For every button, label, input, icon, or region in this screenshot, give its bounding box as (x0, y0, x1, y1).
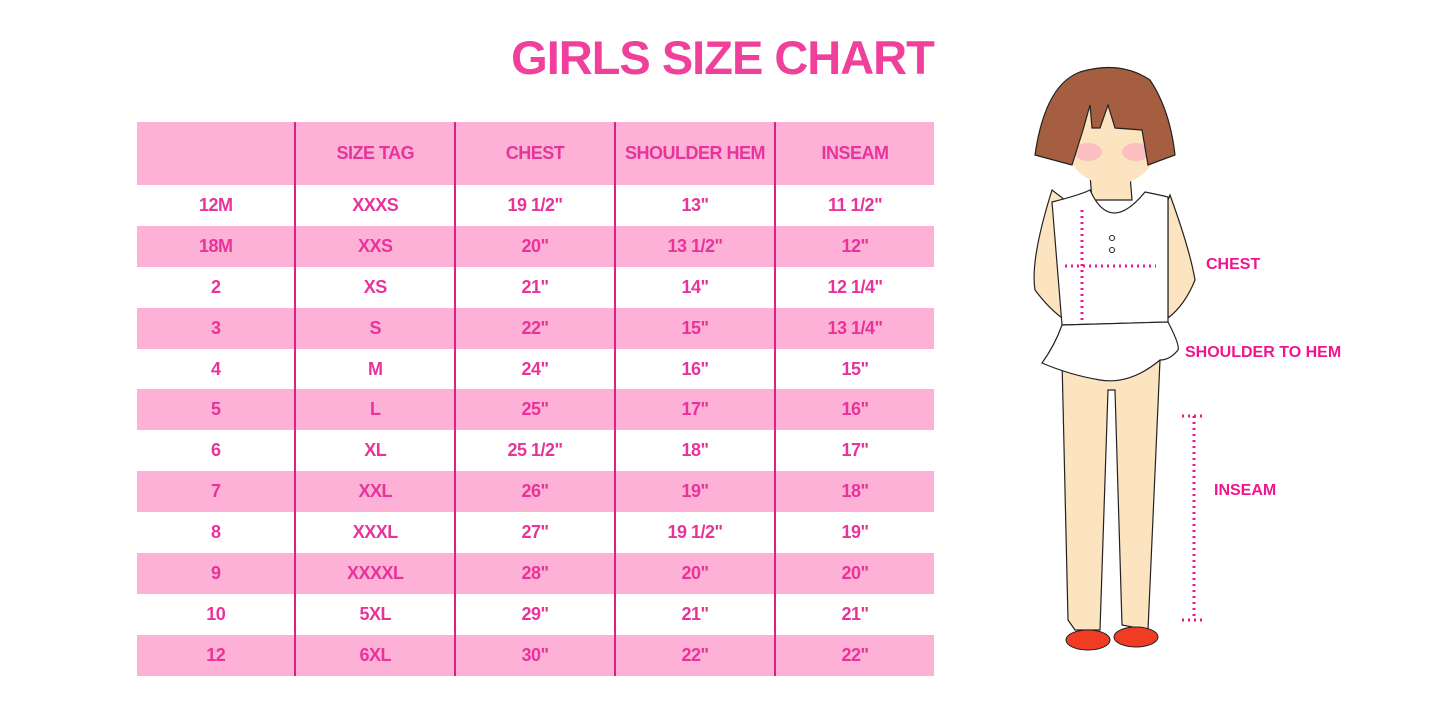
column-header: INSEAM (774, 122, 934, 185)
table-row: 18M XXS 20" 13 1/2" 12" (137, 225, 934, 267)
table-cell: XS (294, 266, 456, 308)
table-row: 9 XXXXL 28" 20" 20" (137, 553, 934, 594)
table-cell: XL (294, 430, 456, 472)
table-cell: 12 1/4" (774, 266, 934, 308)
table-cell: 13 1/2" (613, 225, 776, 267)
table-cell: 14" (613, 266, 776, 308)
table-cell: 20" (454, 225, 615, 267)
shoulder-to-hem-label: SHOULDER TO HEM (1185, 344, 1342, 361)
size-chart-table: SIZE TAG CHEST SHOULDER HEM INSEAM 12M XXXS 1… (137, 122, 934, 676)
column-header (137, 122, 296, 185)
table-cell: 11 1/2" (774, 185, 934, 226)
table-cell: 22" (613, 634, 776, 676)
table-cell: 17" (613, 389, 776, 431)
inseam-label: INSEAM (1214, 482, 1277, 499)
table-cell: 21" (454, 266, 615, 308)
table-cell: 25" (454, 389, 615, 431)
table-cell: L (294, 389, 456, 431)
table-cell: 17" (774, 430, 934, 472)
table-row: 10 5XL 29" 21" 21" (137, 593, 934, 635)
table-cell: 19 1/2" (613, 512, 776, 554)
table-cell: 5 (137, 389, 296, 431)
table-cell: 16" (613, 348, 776, 390)
table-cell: 6XL (294, 634, 456, 676)
table-cell: S (294, 307, 456, 349)
table-row: 5 L 25" 17" 16" (137, 389, 934, 431)
column-header: CHEST (454, 122, 615, 185)
table-cell: 2 (210, 276, 221, 297)
table-cell: 6 (210, 440, 221, 461)
table-cell: 24" (454, 348, 615, 390)
table-cell: 15" (613, 307, 776, 349)
table-body: 12M XXXS 19 1/2" 13" 11 1/2" 18M XXS 20" 13 1/2"… (137, 185, 934, 676)
table-cell: 13 1/4" (774, 307, 934, 349)
table-cell: 18M (137, 225, 296, 267)
table-cell: XXXL (294, 512, 456, 554)
table-cell: 12" (774, 225, 934, 267)
table-cell: 30" (454, 634, 615, 676)
table-cell: 22" (454, 307, 615, 349)
table-cell: 3 (137, 307, 296, 349)
column-header: SIZE TAG (294, 122, 456, 185)
table-cell: 22" (774, 634, 934, 676)
table-cell: 28" (454, 553, 615, 594)
table-cell: 26" (454, 471, 615, 513)
table-cell: 27" (454, 512, 615, 554)
table-cell: XXS (294, 225, 456, 267)
table-cell: 29" (454, 593, 615, 635)
table-cell: 12 (137, 634, 296, 676)
table-cell: 21" (613, 593, 776, 635)
table-cell: 5XL (294, 593, 456, 635)
chest-label: CHEST (1206, 256, 1261, 273)
table-cell: 18" (774, 471, 934, 513)
table-cell: 13" (613, 185, 776, 226)
table-cell: 8 (210, 522, 221, 543)
girl-figure-icon (1033, 66, 1202, 651)
girl-measurement-illustration: CHEST SHOULDER TO HEM INSEAM (1020, 60, 1380, 670)
table-cell: 10 (206, 603, 226, 624)
table-cell: XXXS (294, 185, 456, 226)
table-row: 7 XXL 26" 19" 18" (137, 471, 934, 513)
table-row: 6 XL 25 1/2" 18" 17" (137, 430, 934, 472)
table-cell: 15" (774, 348, 934, 390)
table-cell: 19" (613, 471, 776, 513)
table-cell: 20" (613, 553, 776, 594)
table-cell: 7 (137, 471, 296, 513)
table-row: 12 6XL 30" 22" 22" (137, 634, 934, 676)
table-cell: XXL (294, 471, 456, 513)
table-cell: M (294, 348, 456, 390)
table-cell: 12M (198, 194, 233, 215)
table-cell: 16" (774, 389, 934, 431)
page-title: GIRLS SIZE CHART (511, 31, 935, 84)
table-header-row: SIZE TAG CHEST SHOULDER HEM INSEAM (137, 122, 934, 185)
table-cell: 19" (774, 512, 934, 554)
table-row: 8 XXXL 27" 19 1/2" 19" (137, 512, 934, 554)
table-cell: 19 1/2" (454, 185, 615, 226)
table-cell: 4 (210, 358, 221, 379)
table-row: 12M XXXS 19 1/2" 13" 11 1/2" (137, 185, 934, 226)
table-cell: 20" (774, 553, 934, 594)
table-cell: XXXXL (294, 553, 456, 594)
table-cell: 21" (774, 593, 934, 635)
table-row: 4 M 24" 16" 15" (137, 348, 934, 390)
table-cell: 18" (613, 430, 776, 472)
table-row: 2 XS 21" 14" 12 1/4" (137, 266, 934, 308)
table-cell: 25 1/2" (454, 430, 615, 472)
column-header: SHOULDER HEM (613, 122, 776, 185)
table-cell: 9 (137, 553, 296, 594)
table-row: 3 S 22" 15" 13 1/4" (137, 307, 934, 349)
